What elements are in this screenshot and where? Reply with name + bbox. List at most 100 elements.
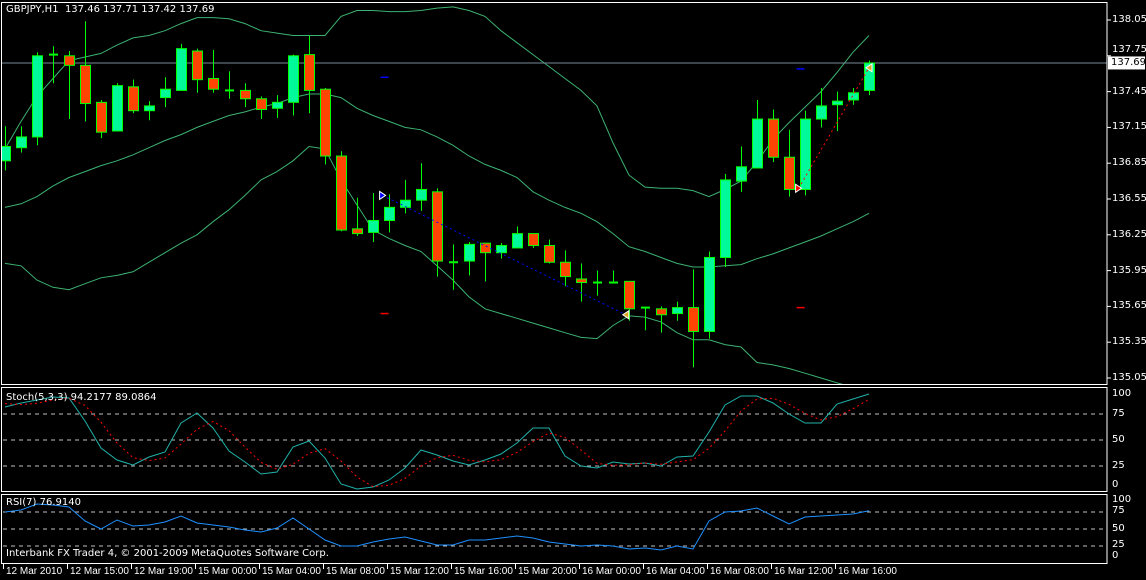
price-axis-label: 136.55 [1112,193,1146,204]
candle [336,151,347,232]
candle-body [336,155,347,231]
stoch-axis-label: 50 [1112,434,1125,445]
candle [384,194,395,233]
candle [800,110,811,196]
candle [641,306,650,331]
rsi-axis-label: 25 [1112,539,1125,550]
chart-symbol-label: GBPJPY,H1 137.46 137.71 137.42 137.69 [6,4,214,16]
stoch-main-line [4,393,870,490]
candle-body [784,156,795,190]
candle-body [752,118,763,169]
candle [672,301,683,321]
candle [624,280,635,321]
candle [64,51,75,120]
candle [272,95,283,118]
trade-close-arrow-icon [621,309,630,320]
time-axis-label: 15 Mar 20:00 [518,566,577,577]
candle-body [800,118,811,190]
candle-body [480,242,491,254]
candle-body [864,62,875,91]
candle-body [848,92,859,101]
time-axis-label: 16 Mar 08:00 [710,566,769,577]
candle [80,21,91,122]
time-axis-label: 16 Mar 16:00 [838,566,897,577]
candle [736,146,747,192]
price-axis-label: 136.25 [1112,228,1146,240]
candle [368,193,379,242]
candle-body [320,88,331,157]
candle-body [464,243,475,262]
candle-body [512,233,523,249]
stoch-axis-label: 25 [1112,460,1125,471]
candle [816,88,827,128]
candle [96,99,107,139]
rsi-panel-frame [1,494,1108,564]
candle [112,83,123,132]
candle-body [160,88,171,99]
candle [720,173,731,268]
candle-body [528,233,539,247]
candle [400,179,411,214]
candle-body [144,105,155,112]
stoch-indicator-label: Stoch(5,3,3) 94.2177 89.0864 [6,392,157,403]
candle [752,99,763,169]
candle-body [368,219,379,233]
candle-body [64,55,75,66]
candle [49,46,58,84]
candle-body [240,89,251,100]
price-axis-label: 138.05 [1112,14,1146,25]
candle-body [2,145,11,162]
candle [560,250,571,287]
stoch-axis-label: 75 [1112,408,1125,419]
time-axis-label: 15 Mar 08:00 [326,566,385,577]
candle [192,48,203,93]
stoch-signal-line [4,397,870,488]
candle [352,197,363,236]
candle [609,270,618,284]
candle-body [624,280,635,310]
rsi-axis-label: 75 [1112,505,1125,516]
candle-body [432,191,443,262]
candle-body [256,98,267,111]
candle-body [400,199,411,208]
candle [304,35,315,114]
candle-body [16,136,27,149]
candle-body [208,77,219,90]
candle-body [576,278,587,284]
rsi-axis-label: 100 [1112,494,1132,505]
candle [480,242,491,282]
time-axis-label: 16 Mar 04:00 [646,566,705,577]
time-axis-label: 12 Mar 2010 [6,566,63,577]
candle-body [176,48,187,91]
candle-body [560,261,571,278]
candle-body [96,101,107,133]
candle [496,243,507,259]
symbol-timeframe: GBPJPY,H1 [6,4,59,15]
stoch-panel-frame [1,387,1108,492]
candle-body [288,55,299,103]
candle [768,109,779,163]
candle [848,88,859,105]
candle-body [416,188,427,201]
trade-connector-line [798,67,870,189]
time-axis-label: 15 Mar 00:00 [198,566,257,577]
candle [512,226,523,249]
candle [176,43,187,91]
candle [288,54,299,116]
time-axis-label: 12 Mar 19:00 [134,566,193,577]
price-axis-label: 135.95 [1112,264,1146,276]
candle-body [736,166,747,182]
candle-body [544,245,555,263]
candle [593,270,602,296]
candle-body [272,101,283,109]
candle-body [656,308,667,316]
candle [256,96,267,120]
trade-open-arrow-icon [379,190,387,201]
candle [208,49,219,93]
candle-body [384,206,395,221]
candle [16,126,27,153]
candle [704,251,715,339]
time-axis-label: 16 Mar 00:00 [582,566,641,577]
candle [320,88,331,165]
